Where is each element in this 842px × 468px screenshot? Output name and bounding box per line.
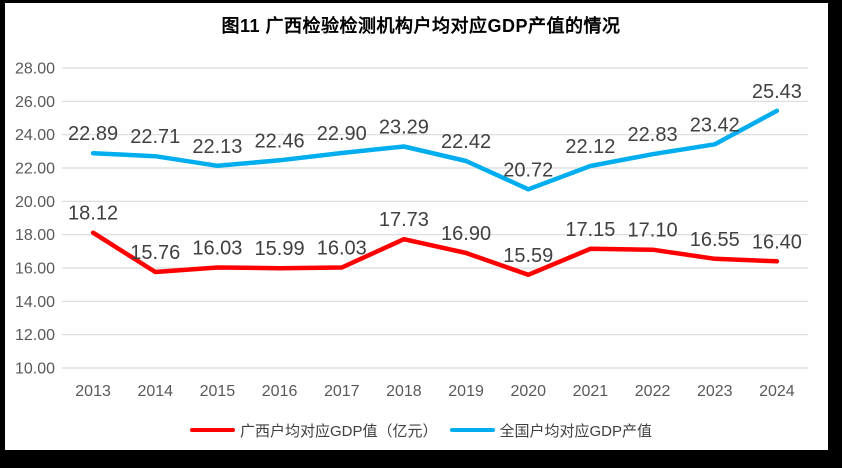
data-label-national: 22.13 xyxy=(192,136,242,158)
series-line-national xyxy=(90,108,780,192)
y-axis-tick-label: 20.00 xyxy=(15,194,55,211)
x-axis-tick-label: 2020 xyxy=(510,383,546,400)
data-label-guangxi: 15.99 xyxy=(255,238,305,260)
data-label-guangxi: 15.76 xyxy=(130,242,180,264)
data-label-guangxi: 16.03 xyxy=(192,238,242,260)
chart-title: 图11 广西检验检测机构户均对应GDP产值的情况 xyxy=(221,16,621,36)
x-axis-tick-label: 2017 xyxy=(324,383,360,400)
data-label-guangxi: 16.90 xyxy=(441,223,491,245)
data-label-guangxi: 17.73 xyxy=(379,209,429,231)
legend-swatch-guangxi-icon xyxy=(189,427,235,433)
x-axis-tick-label: 2019 xyxy=(448,383,484,400)
x-axis-tick-label: 2024 xyxy=(759,383,795,400)
x-axis-tick-label: 2021 xyxy=(573,383,609,400)
data-label-national: 22.42 xyxy=(441,131,491,153)
data-label-national: 22.71 xyxy=(130,126,180,148)
y-axis-tick-label: 24.00 xyxy=(15,127,55,144)
data-label-guangxi: 17.15 xyxy=(565,219,615,241)
x-axis-tick-label: 2014 xyxy=(137,383,173,400)
frame-border-top xyxy=(0,0,842,3)
data-label-guangxi: 16.40 xyxy=(752,231,802,253)
y-axis-tick-label: 28.00 xyxy=(15,61,55,78)
frame-border-left xyxy=(0,0,5,468)
y-axis-tick-label: 26.00 xyxy=(15,94,55,111)
x-axis-tick-label: 2013 xyxy=(75,383,111,400)
y-axis-tick-label: 22.00 xyxy=(15,161,55,178)
x-axis-tick-label: 2023 xyxy=(697,383,733,400)
data-label-national: 23.42 xyxy=(690,114,740,136)
data-label-national: 22.46 xyxy=(255,130,305,152)
x-axis-tick-label: 2022 xyxy=(635,383,671,400)
legend-label-national: 全国户均对应GDP产值 xyxy=(499,422,653,440)
y-axis-tick-label: 18.00 xyxy=(15,227,55,244)
data-label-national: 25.43 xyxy=(752,81,802,103)
data-label-guangxi: 16.55 xyxy=(690,229,740,251)
line-chart-plot-area: 10.00 12.00 14.00 16.00 18.00 20.00 22.00 24.00… xyxy=(15,61,808,400)
y-axis-tick-label: 14.00 xyxy=(15,294,55,311)
data-label-national: 22.83 xyxy=(628,124,678,146)
data-label-national: 22.90 xyxy=(317,123,367,145)
data-label-national: 23.29 xyxy=(379,117,429,139)
frame-border-right xyxy=(828,0,842,468)
x-axis-tick-label: 2016 xyxy=(262,383,298,400)
data-label-guangxi: 17.10 xyxy=(628,220,678,242)
legend-label-guangxi: 广西户均对应GDP值（亿元） xyxy=(239,422,438,440)
x-axis-tick-label: 2018 xyxy=(386,383,422,400)
data-label-national: 20.72 xyxy=(503,159,553,181)
legend-swatch-national-icon xyxy=(449,427,495,433)
chart-legend: 广西户均对应GDP值（亿元） 全国户均对应GDP产值 xyxy=(0,420,842,440)
y-axis-tick-label: 16.00 xyxy=(15,261,55,278)
data-label-national: 22.89 xyxy=(68,123,118,145)
frame-border-bottom xyxy=(0,450,842,468)
legend-item-guangxi: 广西户均对应GDP值（亿元） xyxy=(189,420,438,441)
series-line-guangxi xyxy=(90,230,780,278)
y-axis-tick-label: 10.00 xyxy=(15,361,55,378)
data-label-guangxi: 18.12 xyxy=(68,203,118,225)
data-label-national: 22.12 xyxy=(565,136,615,158)
data-label-guangxi: 16.03 xyxy=(317,238,367,260)
y-axis-tick-label: 12.00 xyxy=(15,327,55,344)
legend-item-national: 全国户均对应GDP产值 xyxy=(449,420,653,441)
data-label-guangxi: 15.59 xyxy=(503,245,553,267)
x-axis-tick-label: 2015 xyxy=(200,383,236,400)
